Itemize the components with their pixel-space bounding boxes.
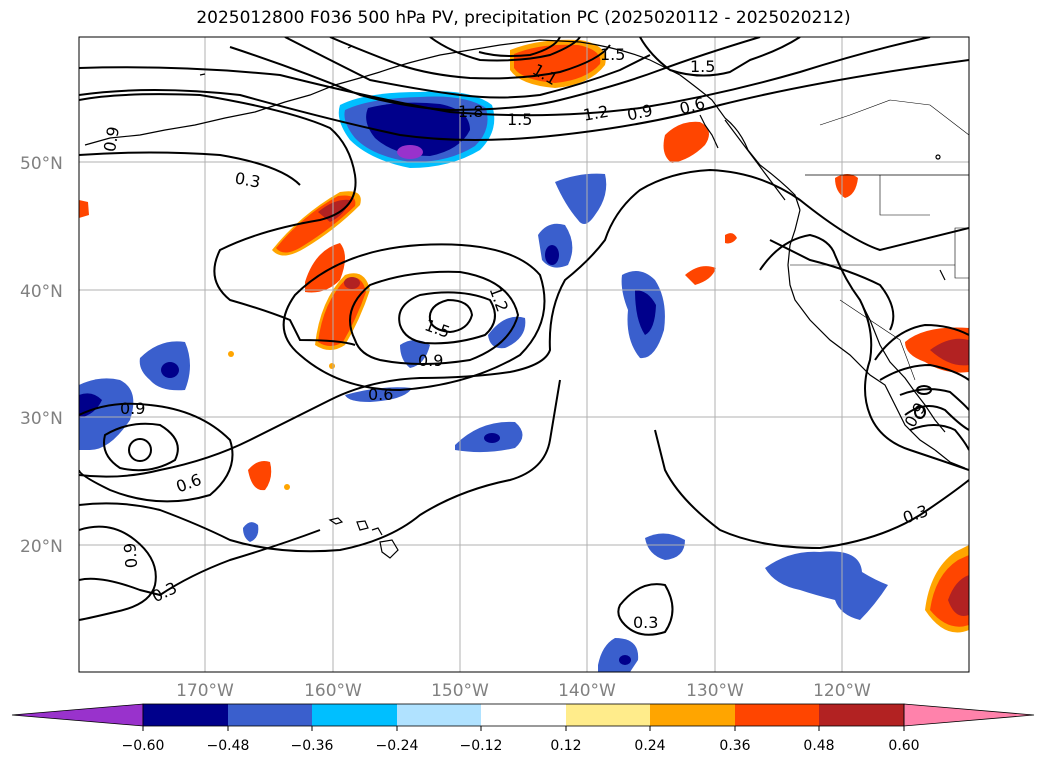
neg-precip-area (488, 316, 526, 349)
coastlines (84, 39, 969, 559)
neg-precip-area (484, 433, 500, 443)
lon-label-150w: 150°W (431, 681, 489, 701)
contour-label: 1.5 (690, 57, 715, 76)
neg-precip-area (765, 551, 888, 620)
contour-label: 0.9 (625, 101, 654, 125)
colorbar-bin (228, 704, 313, 726)
neg-precip-area (366, 102, 470, 156)
pos-precip-area (663, 121, 709, 163)
lat-label-50n: 50°N (20, 154, 63, 174)
pos-precip-area (284, 484, 290, 490)
pos-precip-area (305, 243, 345, 293)
lon-label-120w: 120°W (813, 681, 871, 701)
lat-label-20n: 20°N (20, 537, 63, 557)
pos-precip-area (344, 277, 360, 289)
pos-precip-area (930, 338, 969, 366)
graticule (79, 37, 969, 672)
contour-label: 1.5 (507, 110, 532, 129)
colorbar-tick: 0.12 (550, 738, 581, 754)
colorbar-tick: 0.24 (634, 738, 665, 754)
contour-label: 0.3 (233, 169, 261, 192)
lon-label-130w: 130°W (686, 681, 744, 701)
lat-label-40n: 40°N (20, 282, 63, 302)
colorbar-tick: 0.60 (888, 738, 919, 754)
lat-label-30n: 30°N (20, 409, 63, 429)
contour-label: 0.9 (418, 351, 443, 370)
colorbar-bin (735, 704, 820, 726)
colorbar-bin (481, 704, 566, 726)
lon-labels: 170°W 160°W 150°W 140°W 130°W 120°W (176, 681, 871, 701)
contour-labels: 0.3 0.9 1.2 1.5 0.9 0.6 0.9 0.6 0.3 0.9 … (100, 45, 931, 632)
colorbar: −0.60 −0.48 −0.36 −0.24 −0.12 0.12 0.24 … (11, 703, 1035, 754)
colorbar-bin (397, 704, 482, 726)
pos-precip-area (329, 363, 335, 369)
lon-label-170w: 170°W (176, 681, 234, 701)
colorbar-bin (819, 704, 904, 726)
neg-precip-area (400, 340, 430, 368)
contour-label: 1.5 (600, 45, 625, 64)
colorbar-bin (143, 704, 228, 726)
pos-precip-area (725, 233, 737, 244)
pos-precip-area (685, 266, 716, 285)
neg-precip-area (545, 245, 559, 265)
colorbar-bin (312, 704, 397, 726)
contour-label: 0.9 (100, 125, 123, 153)
chart-title: 2025012800 F036 500 hPa PV, precipitatio… (196, 8, 851, 28)
contour-label: 0.3 (633, 613, 658, 632)
neg-precip-area (397, 145, 423, 159)
contour-label: 0.9 (120, 542, 141, 569)
colorbar-tick: −0.60 (122, 738, 165, 754)
neg-precip-area (243, 522, 259, 542)
map-border (78, 36, 970, 673)
colorbar-extend-high (903, 703, 1035, 727)
colorbar-tick: −0.36 (291, 738, 334, 754)
neg-precip-area (619, 655, 631, 665)
neg-precip-area (161, 362, 179, 378)
lat-labels: 50°N 40°N 30°N 20°N (20, 154, 63, 557)
colorbar-extend-low (11, 703, 144, 727)
pos-precip-area (228, 351, 234, 357)
pos-precip-area (79, 200, 89, 218)
pos-precip-area (948, 575, 969, 616)
pos-precip-area (835, 174, 858, 198)
neg-precip-area (345, 387, 412, 402)
contour-label: 0.6 (368, 385, 393, 404)
pos-precip-area (318, 277, 366, 346)
pos-precip-area (318, 199, 350, 222)
contour-label: 1.2 (582, 102, 610, 125)
colorbar-tick: 0.36 (719, 738, 750, 754)
lon-label-160w: 160°W (304, 681, 362, 701)
contour-label: 1.8 (458, 102, 483, 121)
colorbar-tick: −0.48 (207, 738, 250, 754)
lon-label-140w: 140°W (558, 681, 616, 701)
colorbar-tick: 0.48 (803, 738, 834, 754)
contour-label: 0.9 (120, 399, 145, 418)
pv-contours (79, 37, 969, 636)
neg-precip-area (645, 533, 685, 560)
colorbar-tick: −0.12 (460, 738, 503, 754)
colorbar-bin (650, 704, 735, 726)
neg-precip-area (635, 290, 656, 335)
colorbar-tick: −0.24 (376, 738, 419, 754)
pos-precip-area (248, 461, 272, 491)
colorbar-bin (566, 704, 651, 726)
neg-precip-area (555, 173, 607, 224)
